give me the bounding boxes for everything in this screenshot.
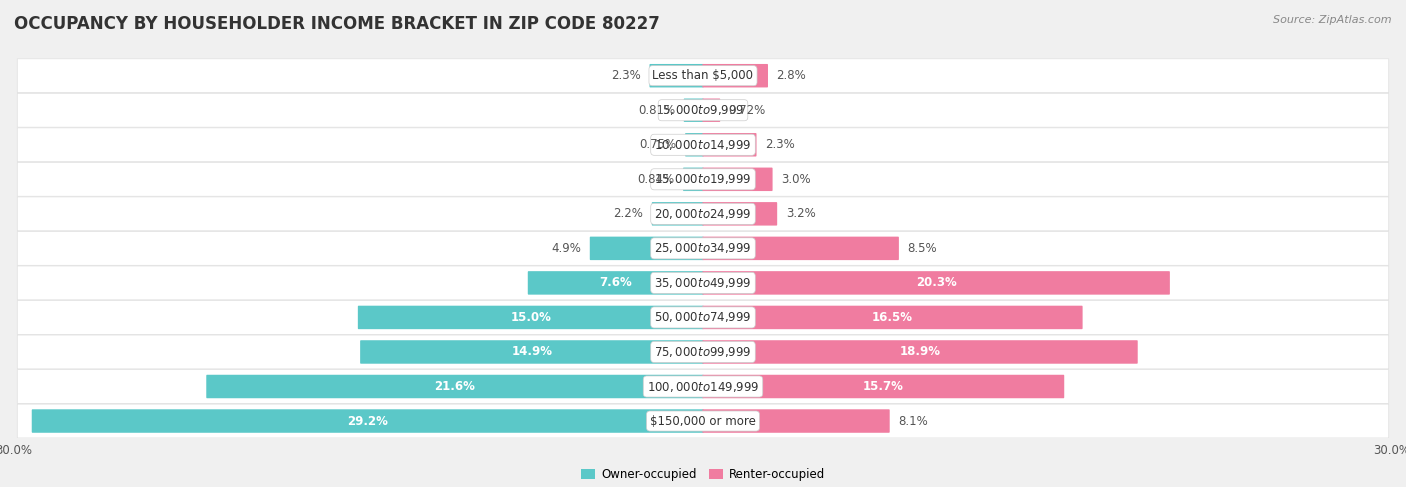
FancyBboxPatch shape	[703, 133, 756, 156]
Text: $150,000 or more: $150,000 or more	[650, 414, 756, 428]
Text: 4.9%: 4.9%	[551, 242, 581, 255]
Text: $5,000 to $9,999: $5,000 to $9,999	[662, 103, 744, 117]
FancyBboxPatch shape	[589, 237, 703, 260]
Text: 3.2%: 3.2%	[786, 207, 815, 220]
Text: 2.2%: 2.2%	[613, 207, 644, 220]
Legend: Owner-occupied, Renter-occupied: Owner-occupied, Renter-occupied	[576, 463, 830, 486]
Text: 2.3%: 2.3%	[612, 69, 641, 82]
Text: $35,000 to $49,999: $35,000 to $49,999	[654, 276, 752, 290]
Text: OCCUPANCY BY HOUSEHOLDER INCOME BRACKET IN ZIP CODE 80227: OCCUPANCY BY HOUSEHOLDER INCOME BRACKET …	[14, 15, 659, 33]
FancyBboxPatch shape	[703, 409, 890, 433]
FancyBboxPatch shape	[17, 197, 1389, 231]
Text: 2.3%: 2.3%	[765, 138, 794, 151]
Text: 3.0%: 3.0%	[782, 173, 811, 186]
FancyBboxPatch shape	[17, 162, 1389, 196]
FancyBboxPatch shape	[703, 168, 772, 191]
Text: 18.9%: 18.9%	[900, 345, 941, 358]
Text: 14.9%: 14.9%	[512, 345, 553, 358]
FancyBboxPatch shape	[703, 375, 1064, 398]
FancyBboxPatch shape	[685, 133, 703, 156]
Text: $100,000 to $149,999: $100,000 to $149,999	[647, 379, 759, 393]
FancyBboxPatch shape	[17, 335, 1389, 369]
Text: 15.0%: 15.0%	[510, 311, 551, 324]
FancyBboxPatch shape	[17, 94, 1389, 127]
FancyBboxPatch shape	[17, 59, 1389, 93]
FancyBboxPatch shape	[703, 202, 778, 225]
FancyBboxPatch shape	[683, 168, 703, 191]
FancyBboxPatch shape	[17, 404, 1389, 438]
FancyBboxPatch shape	[17, 128, 1389, 162]
FancyBboxPatch shape	[650, 64, 703, 88]
FancyBboxPatch shape	[359, 306, 703, 329]
FancyBboxPatch shape	[32, 409, 703, 433]
FancyBboxPatch shape	[652, 202, 703, 225]
Text: 0.84%: 0.84%	[637, 173, 675, 186]
Text: $15,000 to $19,999: $15,000 to $19,999	[654, 172, 752, 187]
Text: $50,000 to $74,999: $50,000 to $74,999	[654, 310, 752, 324]
Text: 0.72%: 0.72%	[728, 104, 766, 117]
FancyBboxPatch shape	[17, 231, 1389, 265]
FancyBboxPatch shape	[360, 340, 703, 364]
Text: 16.5%: 16.5%	[872, 311, 912, 324]
Text: Source: ZipAtlas.com: Source: ZipAtlas.com	[1274, 15, 1392, 25]
Text: 0.81%: 0.81%	[638, 104, 675, 117]
FancyBboxPatch shape	[17, 370, 1389, 403]
Text: 29.2%: 29.2%	[347, 414, 388, 428]
Text: 20.3%: 20.3%	[915, 277, 956, 289]
FancyBboxPatch shape	[683, 98, 703, 122]
FancyBboxPatch shape	[703, 64, 768, 88]
Text: 2.8%: 2.8%	[776, 69, 806, 82]
FancyBboxPatch shape	[703, 237, 898, 260]
FancyBboxPatch shape	[703, 306, 1083, 329]
Text: $25,000 to $34,999: $25,000 to $34,999	[654, 242, 752, 255]
FancyBboxPatch shape	[207, 375, 703, 398]
Text: Less than $5,000: Less than $5,000	[652, 69, 754, 82]
FancyBboxPatch shape	[703, 271, 1170, 295]
FancyBboxPatch shape	[703, 98, 720, 122]
Text: 8.1%: 8.1%	[898, 414, 928, 428]
Text: 7.6%: 7.6%	[599, 277, 633, 289]
Text: 15.7%: 15.7%	[863, 380, 904, 393]
Text: 8.5%: 8.5%	[907, 242, 936, 255]
Text: $10,000 to $14,999: $10,000 to $14,999	[654, 138, 752, 152]
FancyBboxPatch shape	[17, 300, 1389, 335]
FancyBboxPatch shape	[703, 340, 1137, 364]
Text: 21.6%: 21.6%	[434, 380, 475, 393]
FancyBboxPatch shape	[17, 266, 1389, 300]
Text: 0.75%: 0.75%	[640, 138, 676, 151]
FancyBboxPatch shape	[527, 271, 703, 295]
Text: $20,000 to $24,999: $20,000 to $24,999	[654, 207, 752, 221]
Text: $75,000 to $99,999: $75,000 to $99,999	[654, 345, 752, 359]
